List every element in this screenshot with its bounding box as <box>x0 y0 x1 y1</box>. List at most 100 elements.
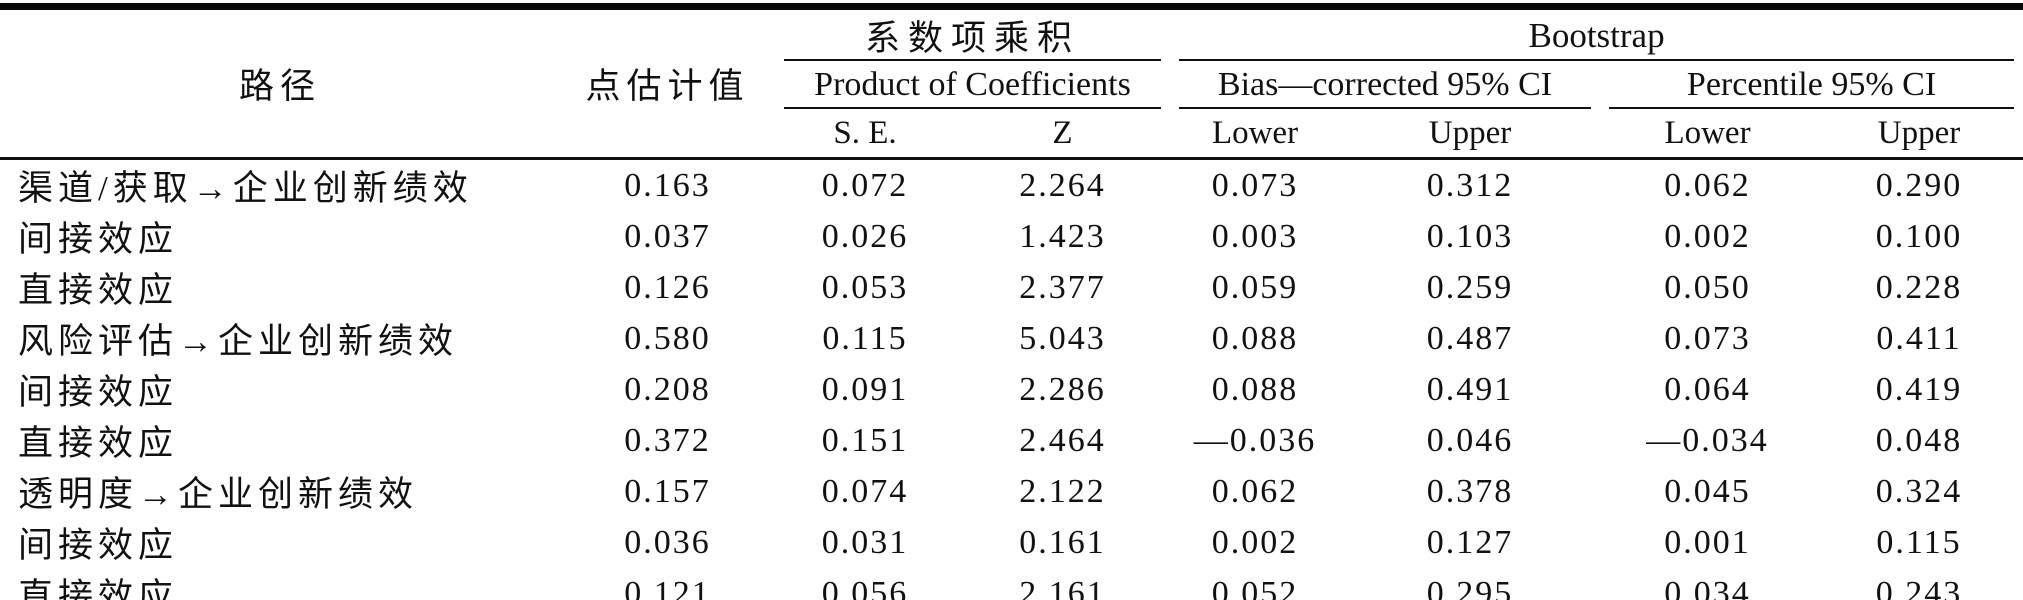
se-cell: 0.091 <box>821 370 909 408</box>
table-row: 风险评估→企业创新绩效 0.580 0.115 5.043 0.088 0.48… <box>0 313 2023 364</box>
estimate-cell: 0.037 <box>624 217 711 255</box>
bc-upper-cell: 0.046 <box>1426 421 1514 459</box>
bc-upper-cell: 0.259 <box>1426 268 1514 306</box>
header-path: 路径 <box>0 10 560 160</box>
bc-lower-cell: 0.088 <box>1211 370 1299 408</box>
se-cell: 0.151 <box>821 421 909 459</box>
se-cell: 0.031 <box>821 523 909 561</box>
p-upper-cell: 0.228 <box>1875 268 1963 306</box>
mediation-effects-table-wrap: 路径 点估计值 系数项乘积 Bootstrap Product of Coeff… <box>0 3 2023 600</box>
path-cell: 间接效应 <box>18 526 179 565</box>
p-lower-cell: —0.034 <box>1646 421 1769 459</box>
table-row: 间接效应 0.208 0.091 2.286 0.088 0.491 0.064… <box>0 364 2023 415</box>
estimate-cell: 0.372 <box>624 421 711 459</box>
table-row: 直接效应 0.372 0.151 2.464 —0.036 0.046 —0.0… <box>0 415 2023 466</box>
estimate-cell: 0.580 <box>624 319 711 357</box>
estimate-cell: 0.157 <box>624 472 711 510</box>
z-cell: 2.377 <box>1019 268 1106 306</box>
header-row-2: Product of Coefficients Bias—corrected 9… <box>0 61 2023 109</box>
se-cell: 0.026 <box>821 217 909 255</box>
path-cell: 间接效应 <box>18 220 179 259</box>
z-cell: 2.161 <box>1019 574 1106 600</box>
table-row: 渠道/获取→企业创新绩效 0.163 0.072 2.264 0.073 0.3… <box>0 159 2023 212</box>
p-upper-cell: 0.290 <box>1875 166 1963 204</box>
path-cell: 渠道/获取→企业创新绩效 <box>18 169 473 208</box>
bc-lower-cell: —0.036 <box>1193 421 1317 459</box>
bc-lower-cell: 0.003 <box>1211 217 1299 255</box>
se-cell: 0.056 <box>821 574 909 600</box>
se-cell: 0.115 <box>822 319 908 357</box>
p-upper-cell: 0.243 <box>1875 574 1963 600</box>
p-lower-cell: 0.002 <box>1664 217 1751 255</box>
p-upper-cell: 0.115 <box>1876 523 1962 561</box>
header-point-estimate: 点估计值 <box>560 10 775 160</box>
estimate-cell: 0.121 <box>624 574 711 600</box>
bc-upper-cell: 0.103 <box>1426 217 1514 255</box>
bc-upper-cell: 0.127 <box>1426 523 1514 561</box>
table-row: 间接效应 0.036 0.031 0.161 0.002 0.127 0.001… <box>0 517 2023 568</box>
header-row-3: S. E. Z Lower Upper Lower Upper <box>0 109 2023 160</box>
p-lower-cell: 0.064 <box>1664 370 1751 408</box>
header-row-1: 路径 点估计值 系数项乘积 Bootstrap <box>0 10 2023 160</box>
z-cell: 2.122 <box>1019 472 1106 510</box>
estimate-cell: 0.126 <box>624 268 711 306</box>
z-cell: 2.264 <box>1019 166 1106 204</box>
header-product-zh: 系数项乘积 <box>775 10 1170 61</box>
header-product-en: Product of Coefficients <box>775 61 1170 109</box>
z-cell: 0.161 <box>1019 523 1106 561</box>
bc-upper-cell: 0.487 <box>1426 319 1514 357</box>
path-cell: 风险评估→企业创新绩效 <box>18 322 459 361</box>
p-lower-cell: 0.001 <box>1664 523 1751 561</box>
path-cell: 直接效应 <box>18 424 179 463</box>
bc-upper-cell: 0.378 <box>1426 472 1514 510</box>
table-row: 直接效应 0.126 0.053 2.377 0.059 0.259 0.050… <box>0 262 2023 313</box>
header-bias-corrected-ci: Bias—corrected 95% CI <box>1170 61 1600 109</box>
p-lower-cell: 0.062 <box>1664 166 1751 204</box>
table-row: 直接效应 0.121 0.056 2.161 0.052 0.295 0.034… <box>0 568 2023 600</box>
p-upper-cell: 0.419 <box>1875 370 1963 408</box>
p-lower-cell: 0.073 <box>1664 319 1751 357</box>
bc-upper-cell: 0.312 <box>1426 166 1514 204</box>
bc-lower-cell: 0.059 <box>1211 268 1299 306</box>
p-lower-cell: 0.050 <box>1664 268 1751 306</box>
p-lower-cell: 0.034 <box>1664 574 1751 600</box>
p-upper-cell: 0.411 <box>1876 319 1962 357</box>
header-p-upper: Upper <box>1815 109 2023 160</box>
table-row: 间接效应 0.037 0.026 1.423 0.003 0.103 0.002… <box>0 211 2023 262</box>
bc-upper-cell: 0.295 <box>1426 574 1514 600</box>
bc-lower-cell: 0.062 <box>1211 472 1299 510</box>
z-cell: 2.286 <box>1019 370 1106 408</box>
p-upper-cell: 0.324 <box>1875 472 1963 510</box>
path-cell: 直接效应 <box>18 271 179 310</box>
estimate-cell: 0.163 <box>624 166 711 204</box>
p-lower-cell: 0.045 <box>1664 472 1751 510</box>
z-cell: 2.464 <box>1019 421 1106 459</box>
path-cell: 直接效应 <box>18 577 179 600</box>
bc-lower-cell: 0.073 <box>1211 166 1299 204</box>
path-cell: 间接效应 <box>18 373 179 412</box>
se-cell: 0.053 <box>821 268 909 306</box>
header-se: S. E. <box>775 109 955 160</box>
header-z: Z <box>955 109 1171 160</box>
p-upper-cell: 0.100 <box>1875 217 1963 255</box>
header-percentile-ci: Percentile 95% CI <box>1600 61 2023 109</box>
header-bootstrap: Bootstrap <box>1170 10 2023 61</box>
z-cell: 5.043 <box>1019 319 1106 357</box>
header-bc-upper: Upper <box>1340 109 1601 160</box>
header-bc-lower: Lower <box>1170 109 1341 160</box>
se-cell: 0.074 <box>821 472 909 510</box>
bc-lower-cell: 0.088 <box>1211 319 1299 357</box>
header-p-lower: Lower <box>1600 109 1816 160</box>
se-cell: 0.072 <box>821 166 909 204</box>
estimate-cell: 0.208 <box>624 370 711 408</box>
p-upper-cell: 0.048 <box>1875 421 1963 459</box>
bc-lower-cell: 0.052 <box>1211 574 1299 600</box>
z-cell: 1.423 <box>1019 217 1106 255</box>
path-cell: 透明度→企业创新绩效 <box>18 475 419 514</box>
estimate-cell: 0.036 <box>624 523 711 561</box>
mediation-effects-table: 路径 点估计值 系数项乘积 Bootstrap Product of Coeff… <box>0 10 2023 600</box>
bc-lower-cell: 0.002 <box>1211 523 1299 561</box>
bc-upper-cell: 0.491 <box>1426 370 1514 408</box>
table-row: 透明度→企业创新绩效 0.157 0.074 2.122 0.062 0.378… <box>0 466 2023 517</box>
